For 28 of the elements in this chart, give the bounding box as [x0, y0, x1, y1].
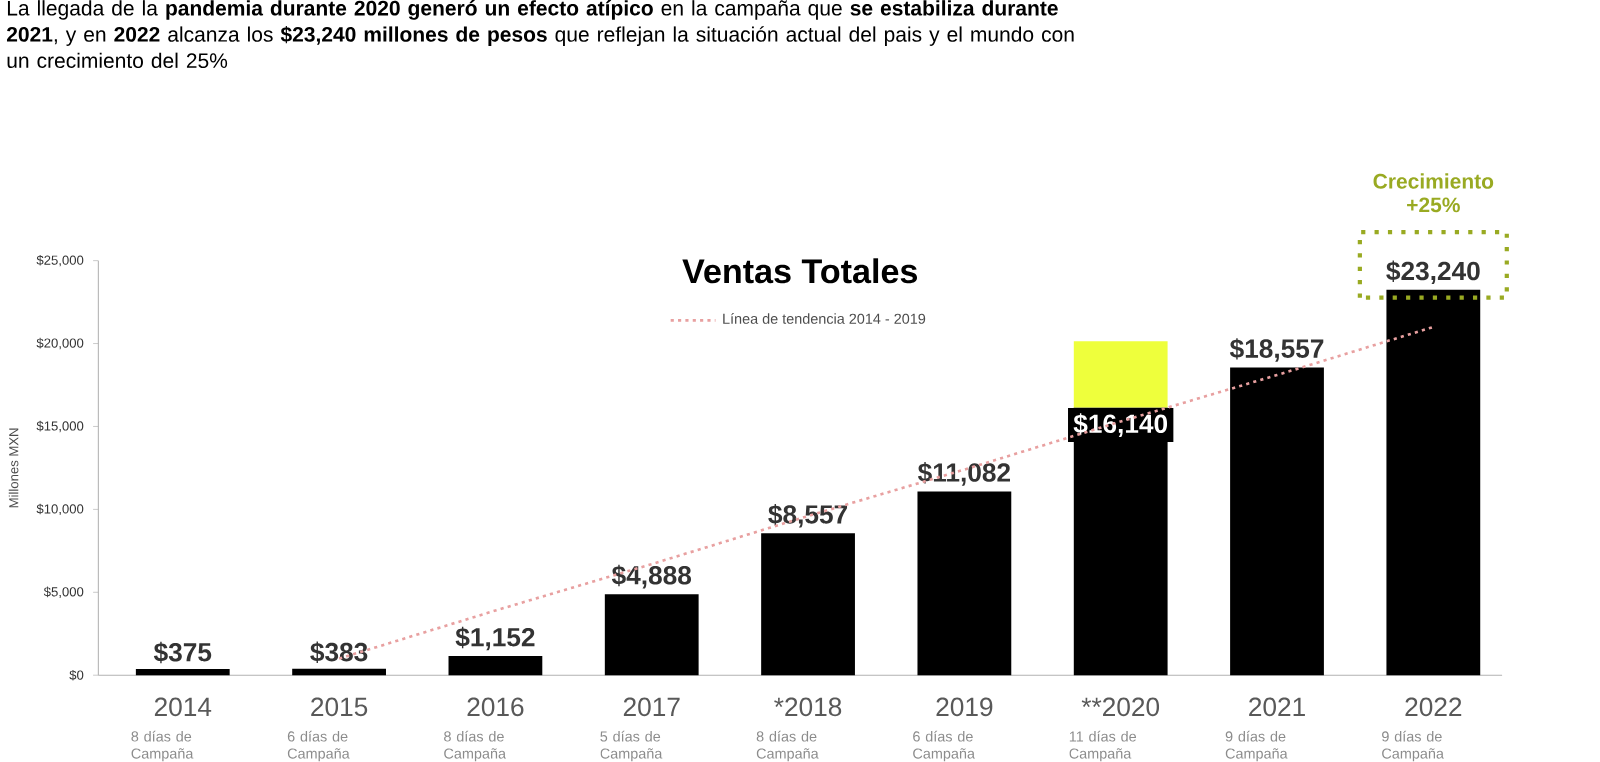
bar [448, 656, 543, 676]
chart-title: Ventas Totales [682, 258, 918, 284]
bar [135, 669, 230, 676]
text: Crecimiento +25% [1373, 173, 1494, 213]
bar [761, 533, 855, 676]
data-label: $8,557 [768, 504, 848, 528]
bar [1386, 290, 1481, 676]
bar [292, 669, 386, 676]
x-tick-label: 2017 [623, 697, 680, 717]
x-tick-label: 2019 [936, 697, 993, 717]
x-tick-label: 2014 [154, 697, 212, 717]
bar [604, 594, 699, 676]
data-label: $18,557 [1229, 338, 1324, 362]
data-label: $23,240 [1386, 260, 1480, 285]
x-tick-label: 2016 [467, 697, 524, 717]
data-label: $383 [310, 641, 368, 664]
x-tick-label: 2015 [311, 697, 368, 717]
bar [917, 491, 1012, 676]
data-label: $375 [153, 642, 212, 664]
text: La llegada de la pandemia durante 2020 generó un efecto atípico en la campaña que se estabiliza durante 2021, y en 2022 alcanza los $23,240 millones de pesos que reflejan la situación actual del pais y el mundo con un crecimiento del 25% [6, 0, 1074, 69]
data-label: $1,152 [455, 627, 535, 651]
x-tick-label: **2020 [1081, 697, 1160, 717]
data-label: $4,888 [611, 565, 692, 589]
x-tick-label: 2021 [1249, 697, 1305, 717]
x-tick-label: 2022 [1405, 697, 1462, 717]
data-label: $11,082 [918, 462, 1010, 486]
bar [1230, 367, 1324, 676]
x-tick-label: *2018 [774, 697, 842, 717]
